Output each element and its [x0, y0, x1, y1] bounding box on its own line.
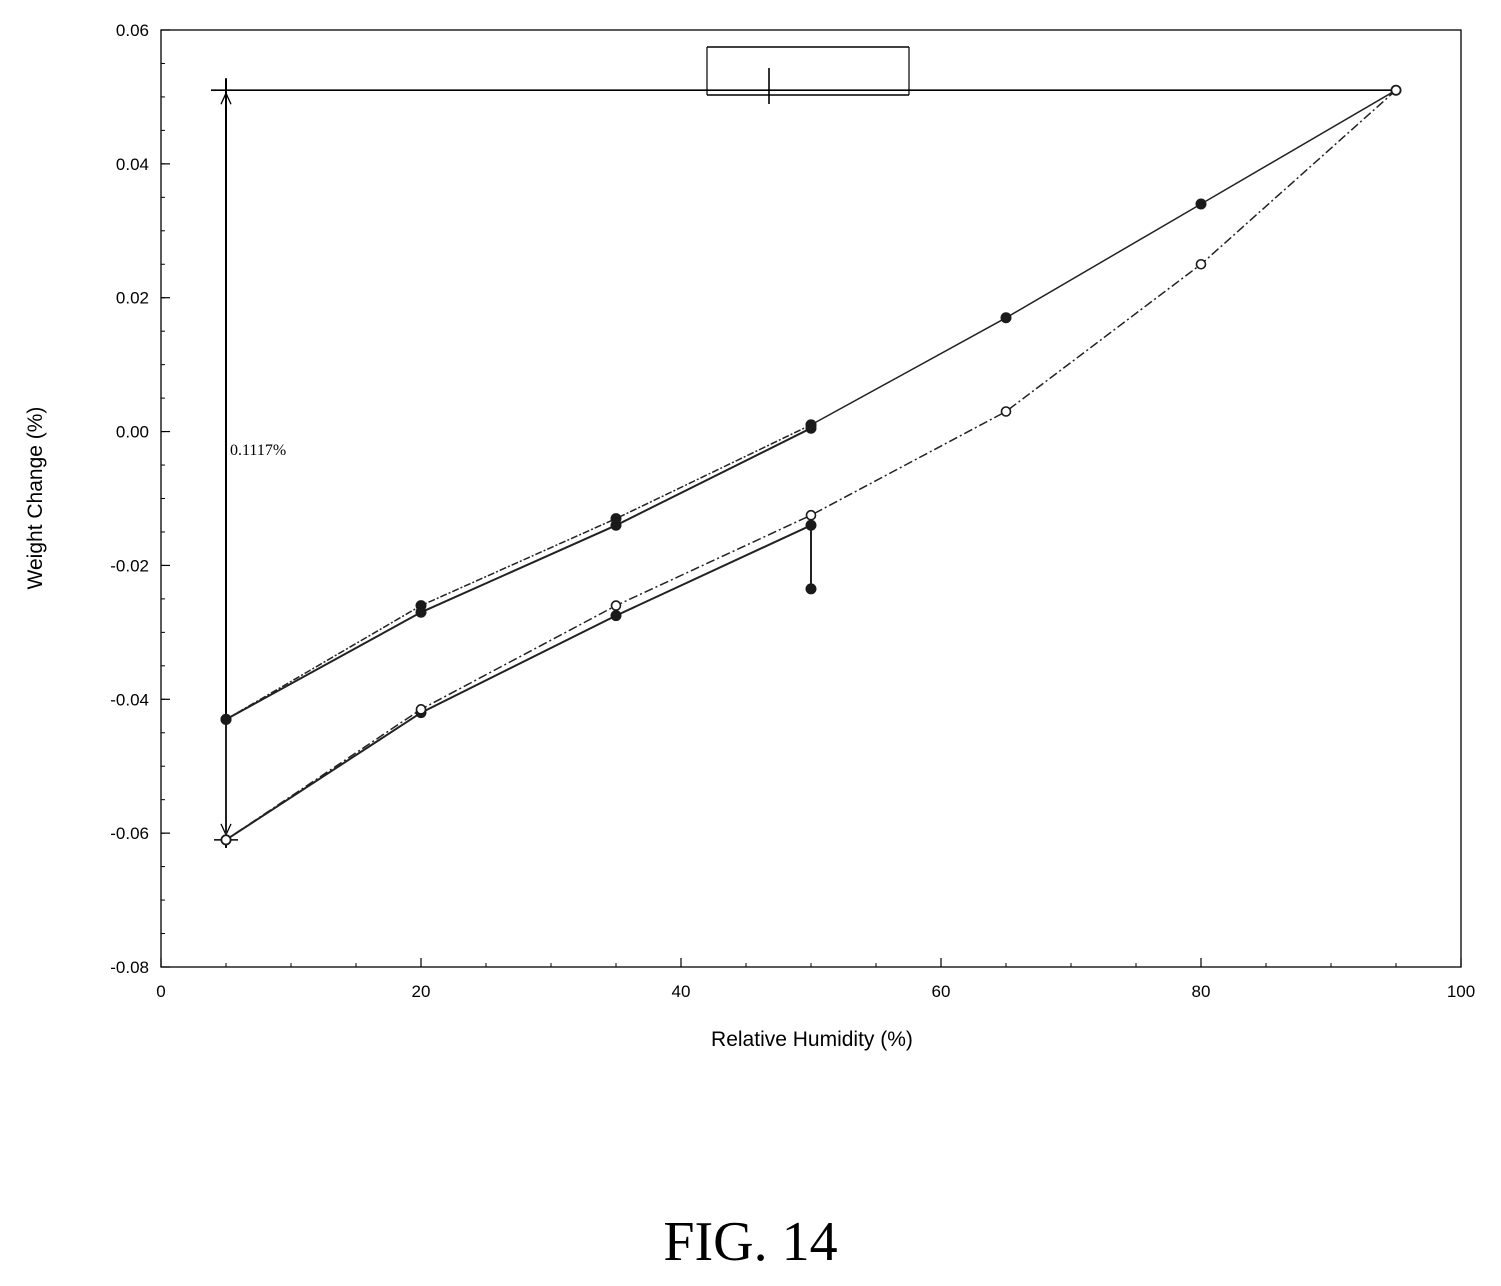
measurement-overlay	[211, 46, 1396, 848]
x-tick-label: 0	[156, 982, 165, 1001]
y-tick-label: 0.06	[116, 21, 149, 40]
plot-border	[160, 29, 1462, 968]
series-3-point	[1000, 406, 1012, 417]
y-tick-label: 0.00	[116, 423, 149, 442]
series-1-line	[225, 427, 812, 842]
series-1-point	[805, 519, 817, 531]
x-axis-ticks: 0 20 40 60 80 100	[156, 958, 1475, 1001]
series-2-line	[810, 89, 1397, 426]
series-4-point	[415, 600, 427, 612]
series-3-point	[415, 704, 427, 715]
x-tick-label: 100	[1447, 982, 1475, 1001]
series-1-point	[805, 583, 817, 595]
series-2-point	[1195, 198, 1207, 210]
figure-caption: FIG. 14	[663, 1211, 838, 1273]
y-axis-title: Weight Change (%)	[24, 407, 47, 590]
measurement-arrow-up	[220, 91, 232, 105]
series-3-point	[805, 509, 817, 521]
annotation-layer: 0.1117%	[230, 442, 286, 459]
series-4-point	[220, 713, 232, 725]
y-axis-ticks: -0.08 -0.06 -0.04 -0.02 0.00 0.02 0.04 0.06	[110, 21, 170, 977]
x-tick-label: 80	[1192, 982, 1211, 1001]
series-1-point	[610, 610, 622, 622]
y-tick-label: 0.04	[116, 155, 149, 174]
series-2-point	[1000, 312, 1012, 324]
series-3-point	[1195, 258, 1207, 270]
series-4-line	[225, 424, 812, 721]
series-layer	[220, 84, 1402, 846]
plot-frame	[160, 29, 1462, 968]
series-4-point	[610, 513, 622, 525]
y-tick-label: 0.02	[116, 289, 149, 308]
series-3-point	[1390, 84, 1402, 96]
y-tick-label: -0.08	[110, 958, 149, 977]
x-tick-label: 20	[412, 982, 431, 1001]
y-tick-label: -0.02	[110, 556, 149, 575]
x-tick-label: 40	[672, 982, 691, 1001]
x-tick-label: 60	[932, 982, 951, 1001]
y-tick-label: -0.06	[110, 824, 149, 843]
annotation-text: 0.1117%	[230, 442, 286, 459]
series-3-line	[225, 89, 1397, 841]
y-tick-label: -0.04	[110, 690, 149, 709]
series-3-point	[610, 600, 622, 611]
x-axis-title: Relative Humidity (%)	[711, 1028, 913, 1051]
series-3-point	[220, 834, 232, 846]
series-4-point	[805, 419, 817, 431]
